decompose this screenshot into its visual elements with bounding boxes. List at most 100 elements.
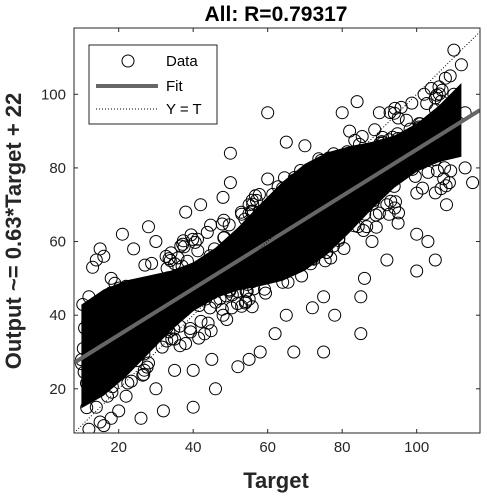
data-point xyxy=(252,205,266,219)
data-point xyxy=(278,171,291,185)
data-point xyxy=(175,259,189,273)
data-point xyxy=(87,307,101,321)
data-point xyxy=(345,203,358,217)
data-point xyxy=(97,295,111,309)
y-tick-label: 40 xyxy=(49,307,66,324)
data-point xyxy=(419,147,433,161)
data-point xyxy=(317,290,331,304)
data-point xyxy=(317,345,331,359)
data-point xyxy=(311,216,324,230)
data-point xyxy=(242,352,256,366)
data-point xyxy=(80,401,94,415)
data-point xyxy=(347,219,361,233)
data-point xyxy=(392,206,405,220)
data-point xyxy=(458,161,472,175)
data-point xyxy=(247,282,261,296)
data-point xyxy=(142,220,155,234)
data-point xyxy=(231,360,245,374)
data-point xyxy=(405,162,419,176)
data-point xyxy=(182,271,196,285)
data-point xyxy=(342,170,355,184)
data-point xyxy=(204,324,218,338)
data-point xyxy=(269,261,283,275)
data-point xyxy=(405,96,419,110)
data-point xyxy=(432,87,446,101)
data-point xyxy=(252,224,266,237)
data-point xyxy=(443,69,457,83)
data-point xyxy=(380,198,394,212)
data-point xyxy=(343,124,357,138)
data-point xyxy=(438,161,451,175)
plot-area-border xyxy=(73,27,481,434)
data-point xyxy=(261,106,275,120)
data-point xyxy=(101,389,114,403)
data-point xyxy=(82,290,96,304)
data-point xyxy=(86,260,100,274)
data-point xyxy=(287,345,301,359)
data-point xyxy=(295,269,309,283)
data-point xyxy=(312,152,326,166)
y-tick-label: 100 xyxy=(41,86,66,103)
data-point xyxy=(391,132,405,145)
data-point xyxy=(391,168,405,182)
data-point xyxy=(302,223,316,236)
data-point xyxy=(275,190,288,204)
data-point xyxy=(137,347,151,361)
data-point xyxy=(127,291,140,305)
data-point xyxy=(201,316,215,330)
data-point xyxy=(349,181,363,195)
data-point xyxy=(91,310,104,323)
data-point xyxy=(75,353,88,367)
data-point xyxy=(118,359,132,373)
data-point xyxy=(222,218,236,232)
axis-ticks: 20 40 60 80 100 20 40 60 80 100 xyxy=(41,28,480,456)
data-point xyxy=(111,298,125,311)
data-point xyxy=(209,295,223,309)
data-point xyxy=(104,271,118,285)
data-point xyxy=(279,308,293,322)
data-point xyxy=(143,280,157,294)
data-point xyxy=(442,176,456,190)
data-point xyxy=(347,182,361,196)
data-point xyxy=(266,187,280,201)
data-point xyxy=(149,235,163,248)
data-point xyxy=(440,106,453,120)
identity-line xyxy=(74,31,480,433)
data-point xyxy=(86,382,100,396)
data-point xyxy=(215,302,229,316)
data-point xyxy=(124,374,138,388)
data-point xyxy=(358,207,372,221)
data-point xyxy=(328,308,342,322)
data-point xyxy=(148,324,161,338)
data-point xyxy=(384,147,398,161)
data-point xyxy=(203,249,217,263)
data-point xyxy=(254,260,268,274)
data-point xyxy=(164,271,178,285)
y-tick-label: 20 xyxy=(49,381,66,398)
data-point xyxy=(209,382,222,396)
data-point xyxy=(76,342,90,355)
data-point xyxy=(380,253,394,267)
data-point xyxy=(413,117,427,131)
data-point xyxy=(155,340,169,354)
data-point xyxy=(416,155,430,169)
data-point xyxy=(288,171,301,184)
data-point xyxy=(197,274,211,288)
data-point xyxy=(205,352,219,366)
data-point xyxy=(306,234,320,248)
x-tick-label: 100 xyxy=(404,439,429,456)
data-point xyxy=(137,363,151,377)
data-point xyxy=(245,300,259,314)
legend-label-data: Data xyxy=(166,53,198,70)
data-point xyxy=(176,234,190,248)
y-tick-label: 80 xyxy=(49,160,66,177)
data-point xyxy=(435,83,449,97)
data-point xyxy=(353,162,367,176)
data-point xyxy=(322,151,336,165)
data-point xyxy=(421,165,435,179)
data-point xyxy=(143,291,157,305)
data-point xyxy=(433,116,447,130)
data-point xyxy=(440,198,453,212)
data-point xyxy=(410,264,424,278)
data-point xyxy=(119,308,133,322)
